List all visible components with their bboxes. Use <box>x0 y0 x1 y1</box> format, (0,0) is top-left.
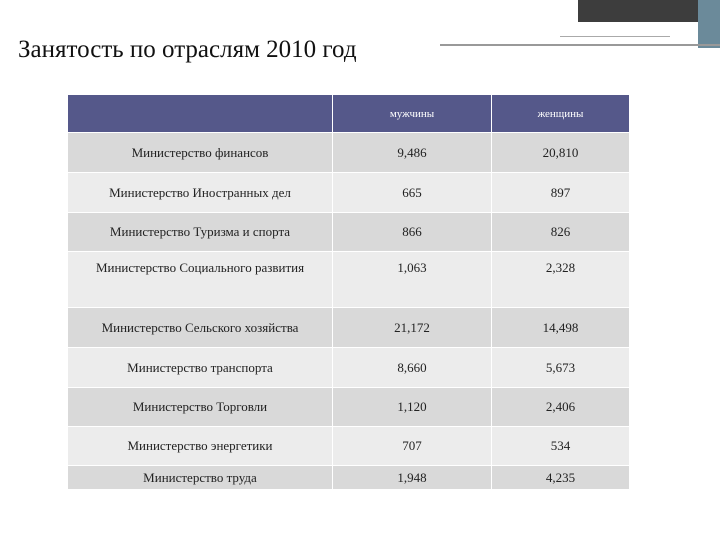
row-label: Министерство Туризма и спорта <box>68 213 333 252</box>
value-cell: 897 <box>492 173 630 213</box>
value-cell: 707 <box>333 427 492 466</box>
row-label: Министерство Иностранных дел <box>68 173 333 213</box>
row-label: Министерство Социального развития <box>68 252 333 308</box>
decor-line <box>440 44 720 46</box>
decor-bar <box>698 0 720 48</box>
value-cell: 2,328 <box>492 252 630 308</box>
value-cell: 1,120 <box>333 388 492 427</box>
value-cell: 534 <box>492 427 630 466</box>
value-cell: 9,486 <box>333 133 492 173</box>
value-cell: 8,660 <box>333 348 492 388</box>
value-cell: 2,406 <box>492 388 630 427</box>
decor-line <box>560 36 670 37</box>
value-cell: 866 <box>333 213 492 252</box>
row-label: Министерство труда <box>68 466 333 490</box>
row-label: Министерство транспорта <box>68 348 333 388</box>
value-cell: 1,063 <box>333 252 492 308</box>
decor-bar <box>578 0 720 22</box>
row-label: Министерство энергетики <box>68 427 333 466</box>
column-header: женщины <box>492 95 630 133</box>
header-cell <box>68 95 333 133</box>
slide-title: Занятость по отраслям 2010 год <box>18 36 357 63</box>
row-label: Министерство Сельского хозяйства <box>68 308 333 348</box>
value-cell: 20,810 <box>492 133 630 173</box>
value-cell: 14,498 <box>492 308 630 348</box>
value-cell: 665 <box>333 173 492 213</box>
value-cell: 1,948 <box>333 466 492 490</box>
row-label: Министерство Торговли <box>68 388 333 427</box>
value-cell: 4,235 <box>492 466 630 490</box>
value-cell: 21,172 <box>333 308 492 348</box>
value-cell: 826 <box>492 213 630 252</box>
value-cell: 5,673 <box>492 348 630 388</box>
row-label: Министерство финансов <box>68 133 333 173</box>
column-header: мужчины <box>333 95 492 133</box>
